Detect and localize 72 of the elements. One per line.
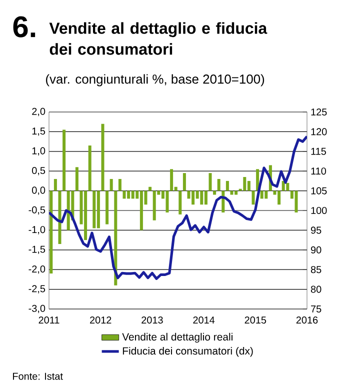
- bar: [247, 180, 250, 191]
- chart-subtitle: (var. congiunturali %, base 2010=100): [46, 74, 264, 86]
- bar: [166, 190, 169, 212]
- bar: [264, 190, 268, 199]
- bar: [110, 178, 113, 191]
- bar: [252, 190, 255, 205]
- y-tick-label: 0,5: [32, 166, 46, 176]
- bar: [170, 169, 174, 191]
- y-tick-label: 1,5: [32, 128, 46, 136]
- y-tick-label: 0,0: [32, 186, 46, 195]
- bar: [62, 130, 66, 191]
- y-tick-label: 2,0: [32, 108, 46, 116]
- y2-tick-label: 95: [310, 226, 322, 234]
- x-tick-label: 2015: [244, 316, 266, 324]
- bar: [75, 167, 78, 191]
- y2-tick-label: 110: [311, 168, 326, 175]
- bar: [88, 145, 92, 191]
- bar: [286, 182, 290, 191]
- bar: [92, 190, 96, 228]
- x-tick-label: 2012: [90, 316, 112, 324]
- bar: [118, 178, 122, 191]
- bar: [152, 190, 156, 220]
- y2-tick-label: 75: [311, 306, 322, 312]
- y2-tick-label: 80: [310, 286, 322, 293]
- x-tick-label: 2011: [38, 316, 60, 324]
- bar: [260, 190, 264, 199]
- y-tick-label: -0,5: [28, 206, 46, 215]
- bar: [243, 177, 246, 191]
- y2-tick-label: 100: [311, 206, 327, 214]
- bar: [96, 190, 100, 228]
- bar: [208, 173, 212, 191]
- legend-label: Vendite al dettaglio reali: [122, 332, 232, 343]
- y-tick-label: -1,5: [28, 246, 46, 254]
- y2-tick-label: 115: [311, 148, 326, 155]
- y2-tick-label: 90: [310, 246, 322, 254]
- bar: [200, 190, 204, 205]
- bar: [182, 173, 186, 191]
- bar: [131, 190, 134, 199]
- source-note: Fonte: Istat: [13, 372, 63, 380]
- y-tick-label: -2,5: [28, 285, 46, 294]
- y2-tick-label: 125: [311, 108, 327, 116]
- bar: [282, 180, 285, 191]
- bar: [66, 190, 70, 230]
- y2-tick-label: 120: [311, 128, 327, 136]
- y-tick-label: -1,0: [28, 226, 46, 234]
- y2-tick-label: 85: [310, 266, 322, 274]
- bar: [58, 190, 62, 244]
- y-tick-label: -2,0: [28, 265, 46, 274]
- bar: [294, 190, 298, 212]
- bar: [50, 190, 53, 274]
- y2-tick-label: 105: [311, 187, 327, 194]
- bar: [226, 180, 229, 191]
- bar: [106, 190, 109, 224]
- bar: [256, 169, 260, 191]
- legend-label: Fiducia dei consumatori (dx): [122, 346, 253, 357]
- y-tick-label: -3,0: [28, 304, 46, 314]
- line-series: [49, 135, 307, 280]
- bar: [114, 190, 118, 286]
- y-tick-label: 1,0: [32, 147, 46, 156]
- bar: [148, 186, 152, 191]
- bar: [204, 190, 208, 205]
- x-tick-label: 2013: [142, 316, 163, 324]
- x-tick-label: 2014: [193, 316, 215, 324]
- x-tick-label: 2016: [296, 316, 318, 324]
- text: 6.: [13, 16, 36, 38]
- chart-title: Vendite al dettaglio e fiducia dei consumatori: [49, 22, 268, 55]
- bar: [178, 190, 182, 214]
- bar: [101, 124, 104, 191]
- bar: [217, 178, 220, 191]
- bar: [122, 190, 126, 199]
- bar: [54, 178, 57, 191]
- bar: [230, 190, 234, 195]
